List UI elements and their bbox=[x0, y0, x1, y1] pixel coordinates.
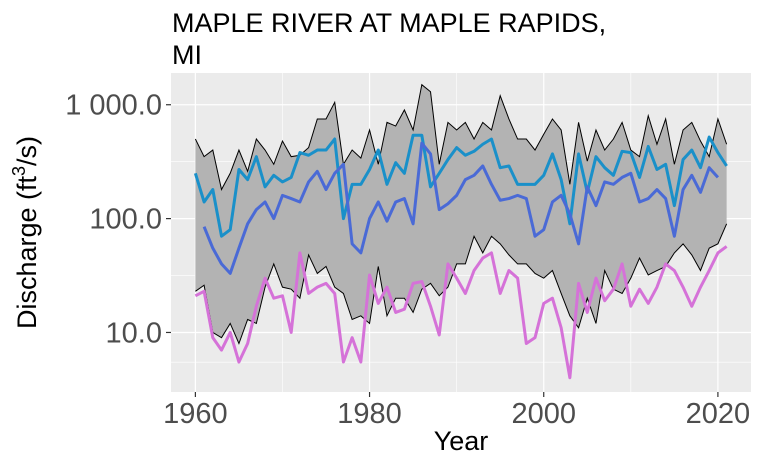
y-axis-title: Discharge (ft3/s) bbox=[9, 136, 42, 329]
x-axis-title: Year bbox=[434, 426, 489, 456]
x-axis: 1960 1980 2000 2020 bbox=[163, 392, 750, 430]
x-tick-label: 1980 bbox=[337, 398, 402, 430]
y-tick-label: 10.0 bbox=[106, 317, 162, 349]
x-tick-label: 1960 bbox=[163, 398, 228, 430]
title-line: MI bbox=[172, 40, 202, 70]
series-line-2 bbox=[202, 141, 720, 275]
x-tick-label: 2020 bbox=[686, 398, 751, 430]
series-line-1 bbox=[193, 133, 728, 238]
series-line-3 bbox=[194, 245, 728, 380]
series-layer bbox=[193, 133, 728, 380]
y-tick-label: 100.0 bbox=[89, 204, 162, 236]
band-upper-edge bbox=[194, 83, 728, 191]
y-axis-title-tail: /s) bbox=[12, 136, 42, 166]
y-axis-title-superscript: 3 bbox=[9, 166, 29, 176]
y-tick-label: 1 000.0 bbox=[65, 90, 162, 122]
x-tick-label: 2000 bbox=[511, 398, 576, 430]
y-axis: 10.0 100.0 1 000.0 bbox=[65, 90, 171, 349]
band-lower-edge bbox=[195, 223, 728, 345]
y-axis-title-main: Discharge (ft bbox=[12, 175, 42, 329]
chart-title: MAPLE RIVER AT MAPLE RAPIDS,MI bbox=[172, 8, 606, 70]
title-line: MAPLE RIVER AT MAPLE RAPIDS, bbox=[172, 8, 606, 38]
